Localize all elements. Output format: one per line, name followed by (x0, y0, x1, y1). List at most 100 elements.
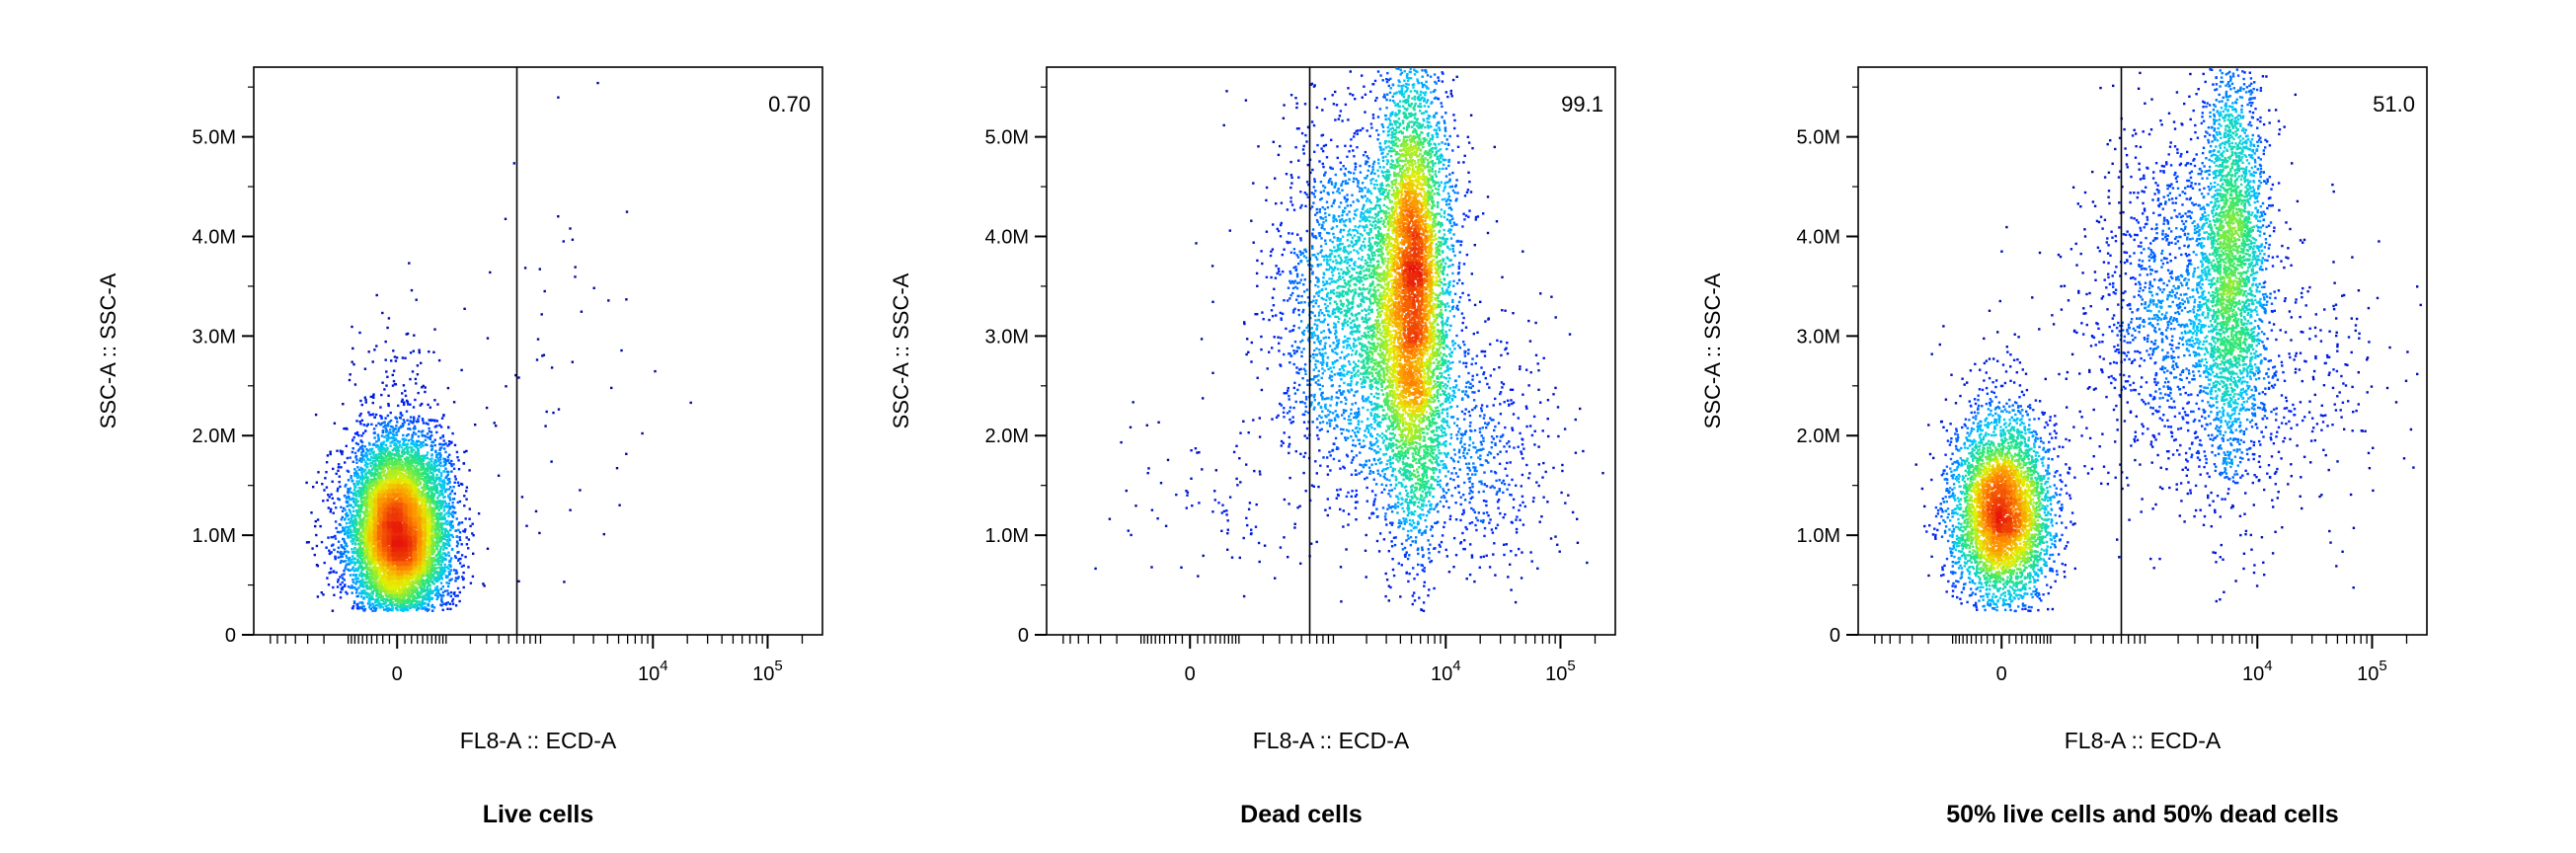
event-dot (363, 501, 365, 503)
event-dot (390, 452, 392, 454)
event-dot (363, 605, 365, 607)
event-dot (453, 569, 455, 571)
event-dot (355, 591, 357, 593)
event-dot (451, 534, 453, 536)
event-dot (374, 490, 376, 492)
event-dot (377, 573, 379, 575)
event-dot (447, 522, 449, 524)
event-dot (396, 599, 398, 601)
event-dot (417, 418, 419, 420)
event-dot (397, 405, 399, 407)
event-dot (618, 504, 620, 506)
event-dot (465, 517, 467, 519)
event-dot (406, 434, 408, 436)
event-dot (444, 468, 446, 470)
event-dot (416, 600, 418, 602)
event-dot (443, 571, 445, 573)
event-dot (429, 534, 431, 536)
event-dot (392, 433, 394, 435)
event-dot (364, 490, 366, 492)
event-dot (440, 599, 442, 601)
event-dot (368, 606, 370, 608)
event-dot (418, 591, 420, 593)
event-dot (354, 558, 356, 560)
event-dot (328, 506, 330, 508)
event-dot (361, 420, 363, 422)
event-dot (603, 533, 605, 535)
event-dot (343, 427, 345, 429)
event-dot (384, 448, 386, 450)
event-dot (371, 591, 373, 593)
event-dot (357, 501, 359, 503)
event-dot (423, 504, 425, 506)
event-dot (375, 562, 377, 564)
event-dot (335, 527, 337, 529)
event-dot (436, 561, 438, 563)
event-dot (350, 373, 351, 375)
event-dot (441, 481, 443, 483)
plot-frame (254, 67, 822, 635)
event-dot (454, 580, 456, 582)
event-dot (346, 502, 348, 504)
event-dot (354, 452, 356, 454)
event-dot (461, 576, 463, 578)
event-dot (446, 444, 448, 446)
event-dot (450, 578, 452, 580)
event-dot (544, 290, 546, 292)
event-dot (431, 609, 433, 611)
event-dot (392, 601, 394, 603)
event-dot (337, 498, 339, 500)
event-dot (450, 591, 452, 593)
event-dot (420, 462, 422, 464)
event-dot (414, 572, 416, 574)
event-dot (436, 420, 438, 422)
event-dot (383, 388, 385, 390)
event-dot (375, 445, 377, 447)
event-dot (574, 275, 576, 277)
event-dot (353, 475, 355, 477)
event-dot (353, 515, 355, 517)
event-dot (429, 570, 430, 572)
event-dot (353, 468, 355, 470)
event-dot (350, 511, 351, 513)
event-dot (436, 580, 438, 582)
event-dot (364, 445, 366, 447)
event-dot (355, 420, 357, 422)
event-dot (359, 592, 361, 594)
event-dot (415, 489, 417, 491)
event-dot (439, 462, 441, 464)
event-dot (364, 397, 366, 399)
event-dot (392, 430, 394, 432)
event-dot (354, 542, 356, 544)
event-dot (641, 432, 643, 434)
event-dot (424, 509, 426, 511)
event-dot (338, 557, 340, 559)
event-dot (461, 543, 463, 545)
event-dot (428, 466, 429, 468)
event-dot (338, 463, 340, 465)
event-dot (385, 434, 387, 436)
event-dot (358, 601, 360, 603)
event-dot (426, 444, 428, 446)
event-dot (364, 485, 366, 487)
event-dot (358, 332, 360, 334)
event-dot (365, 452, 367, 454)
event-dot (407, 453, 409, 455)
event-dot (379, 481, 381, 483)
event-dot (459, 501, 461, 503)
event-dot (359, 421, 361, 423)
event-dot (394, 453, 396, 455)
event-dot (409, 475, 411, 477)
event-dot (351, 451, 353, 453)
event-dot (399, 444, 401, 446)
event-dot (368, 442, 370, 444)
event-dot (340, 596, 342, 598)
event-dot (367, 501, 369, 503)
event-dot (360, 483, 362, 485)
event-dot (385, 444, 387, 446)
event-dot (447, 515, 449, 517)
event-dot (383, 441, 385, 443)
event-dot (427, 551, 429, 553)
event-dot (431, 453, 433, 455)
event-dot (454, 511, 456, 513)
